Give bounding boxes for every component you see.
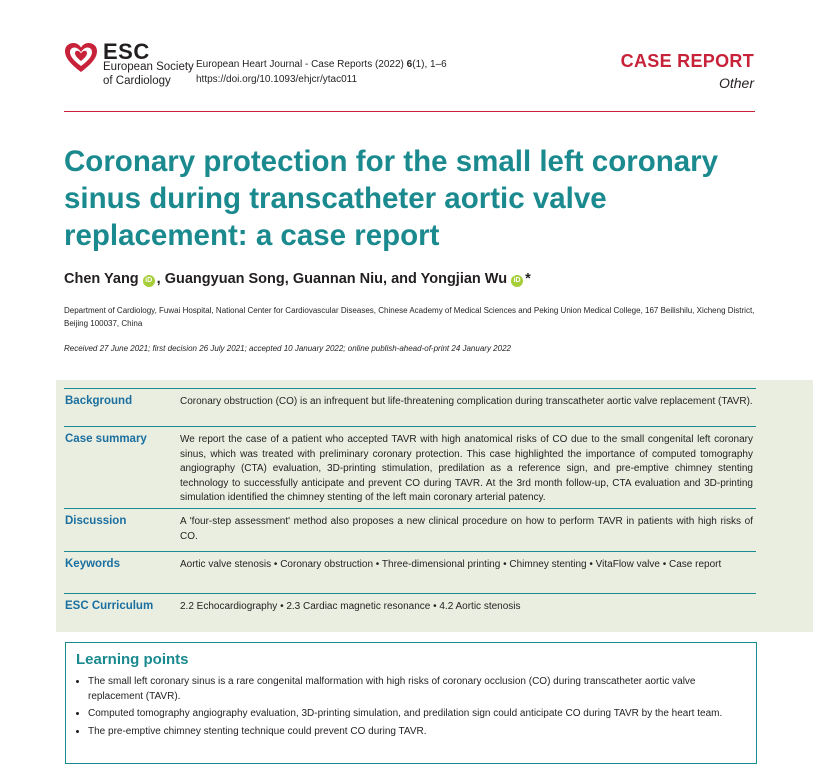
abstract-keywords-row: Keywords Aortic valve stenosis • Coronar… <box>64 551 756 594</box>
page-header: ESC European Society of Cardiology Europ… <box>0 0 813 120</box>
learning-point: The small left coronary sinus is a rare … <box>88 675 743 704</box>
learning-point: Computed tomography angiography evaluati… <box>88 707 743 722</box>
abstract-text: We report the case of a patient who acce… <box>180 434 753 503</box>
learning-point: The pre-emptive chimney stenting techniq… <box>88 725 743 740</box>
abstract-curriculum-row: ESC Curriculum 2.2 Echocardiography • 2.… <box>64 593 756 624</box>
abstract-discussion-row: Discussion A 'four-step assessment' meth… <box>64 508 756 552</box>
esc-heart-logo-icon <box>65 43 97 72</box>
orcid-icon[interactable]: iD <box>142 275 155 287</box>
abstract-label: Keywords <box>65 558 120 570</box>
affiliation: Department of Cardiology, Fuwai Hospital… <box>64 306 755 328</box>
structured-abstract <box>56 380 813 632</box>
corresponding-author-star: * <box>525 271 531 287</box>
curriculum-text: 2.2 Echocardiography • 2.3 Cardiac magne… <box>180 601 521 612</box>
learning-points-title: Learning points <box>76 651 189 668</box>
learning-points-box: Learning points The small left coronary … <box>65 642 757 764</box>
article-subcategory: Other <box>718 75 754 91</box>
abstract-label: Discussion <box>65 515 127 527</box>
header-divider <box>64 111 755 112</box>
abstract-case-summary-row: Case summary We report the case of a pat… <box>64 426 756 509</box>
esc-society-name: European Society of Cardiology <box>103 61 194 87</box>
abstract-label: Case summary <box>65 433 147 445</box>
learning-points-list: The small left coronary sinus is a rare … <box>66 675 751 742</box>
author-names[interactable]: , Guangyuan Song, Guannan Niu, and Yongj… <box>156 271 508 287</box>
abstract-label: Background <box>65 395 133 407</box>
orcid-icon[interactable]: iD <box>511 275 524 287</box>
journal-citation: European Heart Journal - Case Reports (2… <box>196 59 447 85</box>
esc-wordmark: ESC <box>103 39 150 64</box>
author-list: Chen Yang iD, Guangyuan Song, Guannan Niu… <box>64 271 531 287</box>
abstract-label: ESC Curriculum <box>65 600 154 612</box>
abstract-background-row: Background Coronary obstruction (CO) is … <box>64 388 756 427</box>
keywords-text: Aortic valve stenosis • Coronary obstruc… <box>180 559 722 570</box>
author-name[interactable]: Chen Yang <box>64 271 139 287</box>
publication-dates: Received 27 June 2021; first decision 26… <box>64 344 511 353</box>
article-category: CASE REPORT <box>620 51 754 71</box>
abstract-text: A 'four-step assessment' method also pro… <box>180 516 753 542</box>
abstract-text: Coronary obstruction (CO) is an infreque… <box>180 396 753 407</box>
article-title: Coronary protection for the small left c… <box>64 145 719 252</box>
doi-link[interactable]: https://doi.org/10.1093/ehjcr/ytac011 <box>196 74 358 85</box>
